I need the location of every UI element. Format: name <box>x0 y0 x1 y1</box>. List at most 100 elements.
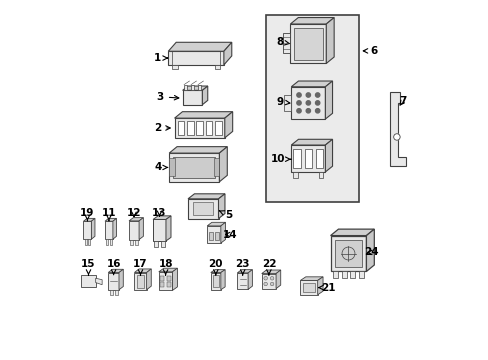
Circle shape <box>393 134 399 140</box>
Text: 10: 10 <box>270 154 290 164</box>
Bar <box>88 239 90 245</box>
Bar <box>196 121 203 135</box>
Text: 5: 5 <box>219 210 231 220</box>
Bar <box>115 290 117 295</box>
Bar <box>129 221 139 239</box>
Bar <box>358 271 363 278</box>
Polygon shape <box>330 229 373 235</box>
Text: 1: 1 <box>154 53 167 63</box>
Circle shape <box>305 93 310 97</box>
Bar <box>168 51 224 65</box>
Polygon shape <box>276 270 280 289</box>
Polygon shape <box>182 86 207 90</box>
Bar <box>213 158 219 176</box>
Polygon shape <box>221 270 224 290</box>
Bar <box>293 149 300 168</box>
Text: 24: 24 <box>364 247 378 257</box>
Text: 18: 18 <box>158 259 172 275</box>
Polygon shape <box>247 270 252 289</box>
Polygon shape <box>325 81 332 119</box>
Bar <box>84 239 86 245</box>
Text: 21: 21 <box>318 283 335 293</box>
Bar <box>81 275 96 287</box>
Bar <box>198 85 201 90</box>
Polygon shape <box>113 219 116 239</box>
Circle shape <box>270 282 273 286</box>
Text: 19: 19 <box>80 208 94 221</box>
Polygon shape <box>219 147 227 182</box>
Polygon shape <box>325 18 333 63</box>
Bar <box>183 85 186 90</box>
Polygon shape <box>91 219 95 239</box>
Polygon shape <box>174 112 232 118</box>
Bar <box>282 33 290 53</box>
Bar <box>304 149 311 168</box>
Bar <box>265 15 359 202</box>
Polygon shape <box>146 269 151 290</box>
Bar <box>293 28 322 60</box>
Bar <box>171 65 177 69</box>
Bar <box>105 221 113 239</box>
Text: 13: 13 <box>152 208 166 218</box>
Text: 14: 14 <box>223 230 237 239</box>
Bar <box>318 172 323 178</box>
Text: 9: 9 <box>276 97 289 107</box>
Bar <box>187 121 193 135</box>
Bar <box>293 172 297 178</box>
Bar <box>290 24 325 63</box>
Polygon shape <box>317 277 323 295</box>
Polygon shape <box>221 222 225 243</box>
Bar <box>214 231 219 239</box>
Text: 4: 4 <box>154 162 167 172</box>
Bar <box>169 153 219 182</box>
Bar <box>261 274 276 289</box>
Circle shape <box>296 93 301 97</box>
Circle shape <box>296 101 301 105</box>
Polygon shape <box>96 278 102 285</box>
Bar <box>134 273 146 290</box>
Polygon shape <box>172 268 177 291</box>
Bar <box>191 85 194 90</box>
Bar <box>291 87 325 119</box>
Bar <box>130 239 133 245</box>
Bar <box>182 90 202 105</box>
Bar <box>215 121 221 135</box>
Polygon shape <box>165 216 171 241</box>
Circle shape <box>315 101 319 105</box>
Bar <box>315 149 323 168</box>
Bar <box>300 280 317 295</box>
Polygon shape <box>291 81 332 87</box>
Polygon shape <box>207 222 225 226</box>
Bar <box>173 157 215 178</box>
Polygon shape <box>187 194 224 199</box>
Bar <box>159 272 172 291</box>
Circle shape <box>270 276 273 280</box>
Text: 12: 12 <box>126 208 141 218</box>
Text: 3: 3 <box>156 92 179 102</box>
Text: 6: 6 <box>363 46 377 56</box>
Bar <box>109 290 112 295</box>
Polygon shape <box>83 219 95 221</box>
Polygon shape <box>218 194 224 219</box>
Polygon shape <box>159 268 177 272</box>
Bar <box>154 241 158 247</box>
Polygon shape <box>202 86 207 105</box>
Bar <box>208 231 213 239</box>
Polygon shape <box>153 216 171 220</box>
Bar <box>83 221 91 239</box>
Circle shape <box>315 93 319 97</box>
Bar <box>214 65 220 69</box>
Polygon shape <box>210 270 224 273</box>
Polygon shape <box>108 269 123 273</box>
Text: 23: 23 <box>235 259 249 275</box>
Bar <box>136 275 144 288</box>
Bar <box>174 118 224 138</box>
Bar <box>210 273 221 290</box>
Bar <box>167 276 171 281</box>
Text: 22: 22 <box>261 259 276 275</box>
Circle shape <box>315 109 319 113</box>
Bar <box>330 235 366 271</box>
Bar <box>169 158 175 176</box>
Bar <box>212 275 218 287</box>
Circle shape <box>305 101 310 105</box>
